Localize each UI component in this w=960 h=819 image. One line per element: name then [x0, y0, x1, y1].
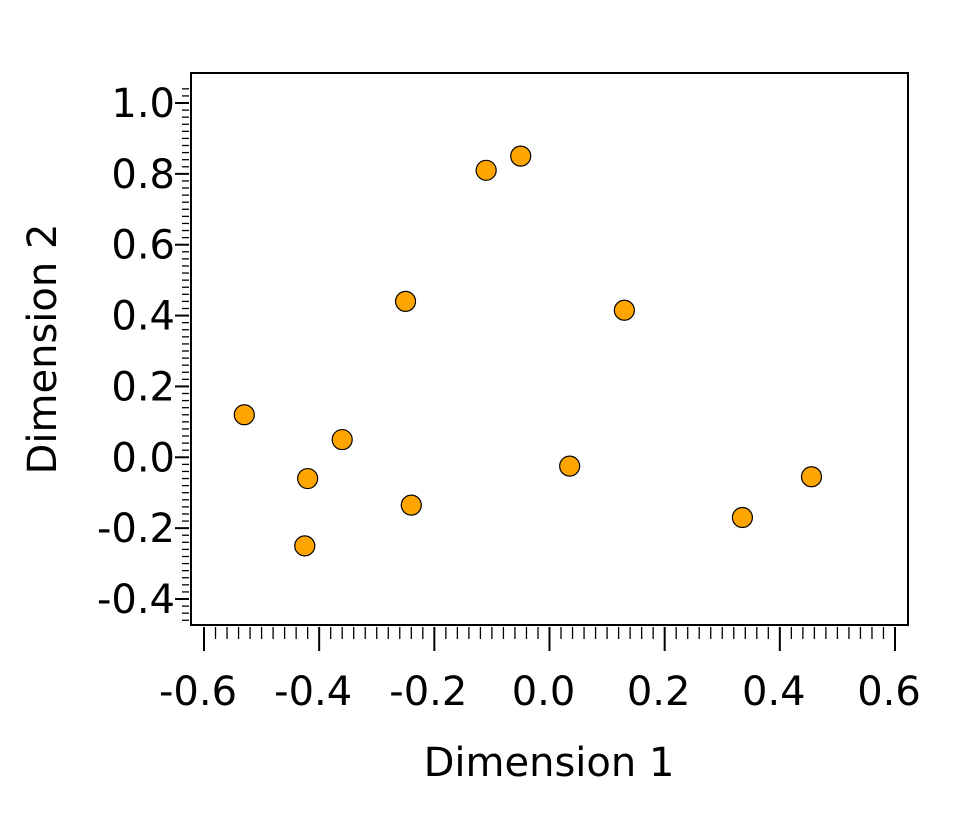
y-tick-label: 1.0	[111, 81, 175, 127]
x-minor-ticks	[214, 627, 885, 639]
x-tick-label: 0.6	[857, 669, 921, 715]
y-tick-label: 0.2	[111, 364, 175, 410]
y-axis-title: Dimension 2	[20, 224, 66, 475]
data-point	[800, 466, 823, 488]
x-axis-title: Dimension 1	[424, 740, 675, 786]
y-tick-label: 0.6	[111, 223, 175, 269]
y-tick-label: 0.4	[111, 294, 175, 340]
data-point	[233, 404, 255, 426]
data-point	[331, 428, 353, 451]
data-point	[731, 506, 754, 529]
y-tick-label: 0.8	[111, 152, 175, 198]
data-points	[233, 145, 823, 557]
data-point	[394, 290, 417, 312]
data-point	[294, 535, 316, 557]
data-point	[510, 145, 532, 167]
x-major-ticks	[203, 627, 896, 651]
x-tick-labels: -0.6 -0.4 -0.2 0.0 0.2 0.4 0.6	[159, 669, 921, 715]
x-tick-label: 0.0	[512, 669, 576, 715]
data-point	[613, 299, 635, 321]
x-tick-label: 0.4	[742, 669, 806, 715]
plot-frame	[190, 72, 909, 626]
y-tick-label: -0.4	[97, 577, 175, 623]
y-tick-label: 0.0	[111, 435, 175, 481]
y-major-ticks	[175, 102, 189, 600]
x-tick-label: -0.2	[389, 669, 467, 715]
y-tick-labels: -0.4 -0.2 0.0 0.2 0.4 0.6 0.8 1.0	[97, 81, 175, 623]
x-tick-label: -0.4	[274, 669, 352, 715]
y-minor-ticks	[182, 88, 189, 621]
data-point	[297, 467, 319, 490]
data-point	[400, 494, 422, 516]
data-point	[475, 159, 497, 181]
y-tick-label: -0.2	[97, 506, 175, 552]
x-tick-label: -0.6	[159, 669, 237, 715]
x-tick-label: 0.2	[627, 669, 691, 715]
data-point	[559, 455, 581, 477]
